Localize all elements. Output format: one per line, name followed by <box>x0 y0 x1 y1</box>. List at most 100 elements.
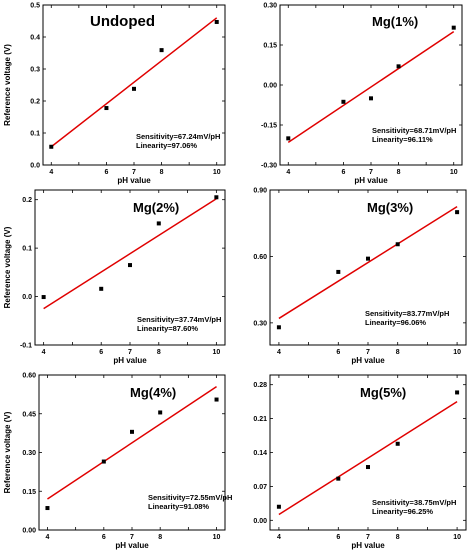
x-tick-label: 10 <box>453 349 461 356</box>
annotation-text: Linearity=96.06% <box>365 318 426 327</box>
x-tick-label: 8 <box>157 349 161 356</box>
y-tick-label: 0.28 <box>253 382 267 389</box>
x-tick-label: 4 <box>49 169 53 176</box>
x-tick-label: 4 <box>42 349 46 356</box>
plot-frame <box>279 4 463 166</box>
x-axis-label: pH value <box>351 356 385 365</box>
y-axis-label: Reference voltage (V) <box>3 226 12 308</box>
data-point <box>214 19 219 24</box>
x-tick-label: 7 <box>130 534 134 541</box>
x-tick-label: 6 <box>336 534 340 541</box>
data-point <box>99 286 104 291</box>
data-point <box>49 144 54 149</box>
x-tick-label: 4 <box>277 534 281 541</box>
x-tick-label: 6 <box>336 349 340 356</box>
annotation-text: Sensitivity=68.71mV/pH <box>372 126 456 135</box>
chart-panel-6: 4 6 7 8 10 0.00 0.07 0.14 0.21 0.28 Mg(5%) Sensitiv… <box>253 374 467 550</box>
y-tick-label: 0.90 <box>253 188 267 195</box>
data-point <box>158 410 163 415</box>
x-tick-label: 8 <box>160 169 164 176</box>
data-point <box>395 441 400 446</box>
data-point <box>132 86 136 91</box>
annotation-text: Linearity=96.25% <box>372 507 433 516</box>
y-tick-label: 0.14 <box>253 450 267 457</box>
fit-line <box>278 205 458 320</box>
fit-line <box>50 17 218 148</box>
x-axis-label: pH value <box>351 541 385 550</box>
y-axis-label: Reference voltage (V) <box>3 411 12 493</box>
y-tick-label: 0.30 <box>253 320 267 327</box>
annotation-text: Linearity=96.11% <box>372 135 433 144</box>
x-tick-label: 10 <box>450 169 458 176</box>
x-tick-label: 8 <box>397 169 401 176</box>
data-point <box>336 476 341 481</box>
y-tick-label: 0.2 <box>30 99 40 106</box>
y-tick-label: 0.1 <box>22 246 32 253</box>
x-tick-label: 7 <box>132 169 136 176</box>
data-point <box>341 99 346 104</box>
data-point <box>286 136 291 141</box>
y-tick-label: 0.0 <box>30 163 40 170</box>
y-tick-label: 0.00 <box>263 83 277 90</box>
annotation-text: Sensitivity=38.75mV/pH <box>372 498 456 507</box>
data-point <box>455 210 460 215</box>
chart-panel-5: 4 6 7 8 10 0.00 0.15 0.30 0.45 0.60 Mg(4%) Sensitiv… <box>3 373 232 550</box>
y-tick-label: 0.15 <box>263 43 277 50</box>
y-tick-label: 0.0 <box>22 294 32 301</box>
y-axis-label: Reference voltage (V) <box>3 44 12 126</box>
annotation-text: Sensitivity=67.24mV/pH <box>136 132 220 141</box>
chart-panel-3: 4 6 7 8 10 -0.1 0.0 0.1 0.2 Mg(2%) Sensitivity=37.… <box>3 189 226 365</box>
data-point <box>366 256 370 261</box>
x-tick-label: 7 <box>128 349 132 356</box>
data-point <box>451 25 456 30</box>
data-point <box>156 221 161 226</box>
chart-panel-4: 4 6 7 8 10 0.30 0.60 0.90 Mg(3%) Sensitivity=83.7… <box>253 188 467 365</box>
fit-line <box>287 31 455 143</box>
fit-line <box>43 198 217 310</box>
annotation-text: Linearity=87.60% <box>137 324 198 333</box>
x-tick-label: 8 <box>396 349 400 356</box>
y-tick-label: 0.30 <box>22 450 36 457</box>
x-tick-label: 6 <box>341 169 345 176</box>
y-tick-label: -0.30 <box>261 163 277 170</box>
data-point <box>369 96 373 101</box>
y-tick-label: 0.4 <box>30 35 40 42</box>
x-tick-label: 4 <box>277 349 281 356</box>
x-tick-label: 7 <box>366 534 370 541</box>
fit-line <box>47 386 217 500</box>
x-tick-label: 10 <box>212 349 220 356</box>
data-point <box>128 263 132 268</box>
panel-title: Mg(5%) <box>360 385 406 400</box>
x-tick-label: 10 <box>453 534 461 541</box>
y-tick-label: 0.21 <box>253 416 267 423</box>
x-tick-label: 8 <box>158 534 162 541</box>
x-tick-label: 7 <box>366 349 370 356</box>
x-tick-label: 8 <box>396 534 400 541</box>
chart-panel-1: 4 6 7 8 10 0.0 0.1 0.2 0.3 0.4 0.5 Undoped Sensitivi… <box>3 3 226 185</box>
y-tick-label: 0.45 <box>22 411 36 418</box>
data-point <box>395 242 400 247</box>
annotation-text: Linearity=97.06% <box>136 141 197 150</box>
data-point <box>101 459 106 464</box>
data-point <box>276 325 281 330</box>
data-point <box>455 390 460 395</box>
y-tick-label: 0.2 <box>22 197 32 204</box>
x-axis-label: pH value <box>354 176 388 185</box>
annotation-text: Sensitivity=83.77mV/pH <box>365 309 449 318</box>
x-axis-label: pH value <box>117 176 151 185</box>
y-tick-label: 0.00 <box>22 528 36 535</box>
data-point <box>276 504 281 509</box>
x-axis-label: pH value <box>115 541 149 550</box>
annotation-text: Linearity=91.08% <box>148 502 209 511</box>
fit-line <box>278 401 458 516</box>
data-point <box>336 269 341 274</box>
x-tick-label: 7 <box>369 169 373 176</box>
y-tick-label: 0.1 <box>30 131 40 138</box>
x-tick-label: 6 <box>99 349 103 356</box>
panel-title: Mg(1%) <box>372 14 418 29</box>
x-tick-label: 6 <box>104 169 108 176</box>
x-axis-label: pH value <box>113 356 147 365</box>
y-tick-label: 0.60 <box>253 254 267 261</box>
chart-panel-2: 4 6 7 8 10 -0.30 -0.15 0.00 0.15 0.30 Mg(1%) Sensit… <box>261 3 463 185</box>
